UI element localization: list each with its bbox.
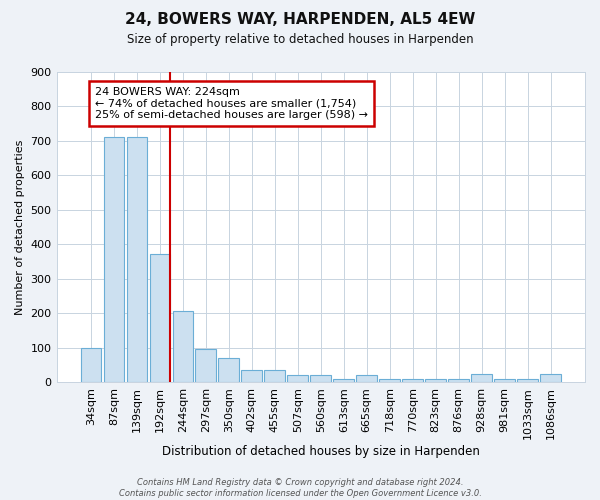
Bar xyxy=(425,379,446,382)
Text: 24, BOWERS WAY, HARPENDEN, AL5 4EW: 24, BOWERS WAY, HARPENDEN, AL5 4EW xyxy=(125,12,475,28)
Bar xyxy=(334,379,354,382)
Bar xyxy=(241,370,262,382)
Bar xyxy=(218,358,239,382)
Bar xyxy=(494,379,515,382)
Text: Contains HM Land Registry data © Crown copyright and database right 2024.
Contai: Contains HM Land Registry data © Crown c… xyxy=(119,478,481,498)
Bar xyxy=(379,379,400,382)
Bar xyxy=(80,348,101,382)
Bar xyxy=(356,376,377,382)
Bar xyxy=(472,374,492,382)
Bar xyxy=(127,137,147,382)
Bar xyxy=(104,137,124,382)
Bar xyxy=(196,350,216,382)
X-axis label: Distribution of detached houses by size in Harpenden: Distribution of detached houses by size … xyxy=(162,444,480,458)
Bar xyxy=(149,254,170,382)
Bar xyxy=(287,376,308,382)
Bar xyxy=(517,379,538,382)
Text: 24 BOWERS WAY: 224sqm
← 74% of detached houses are smaller (1,754)
25% of semi-d: 24 BOWERS WAY: 224sqm ← 74% of detached … xyxy=(95,87,368,120)
Text: Size of property relative to detached houses in Harpenden: Size of property relative to detached ho… xyxy=(127,32,473,46)
Bar xyxy=(173,312,193,382)
Bar xyxy=(403,379,423,382)
Bar xyxy=(265,370,285,382)
Bar xyxy=(310,376,331,382)
Bar xyxy=(540,374,561,382)
Y-axis label: Number of detached properties: Number of detached properties xyxy=(15,139,25,314)
Bar xyxy=(448,379,469,382)
